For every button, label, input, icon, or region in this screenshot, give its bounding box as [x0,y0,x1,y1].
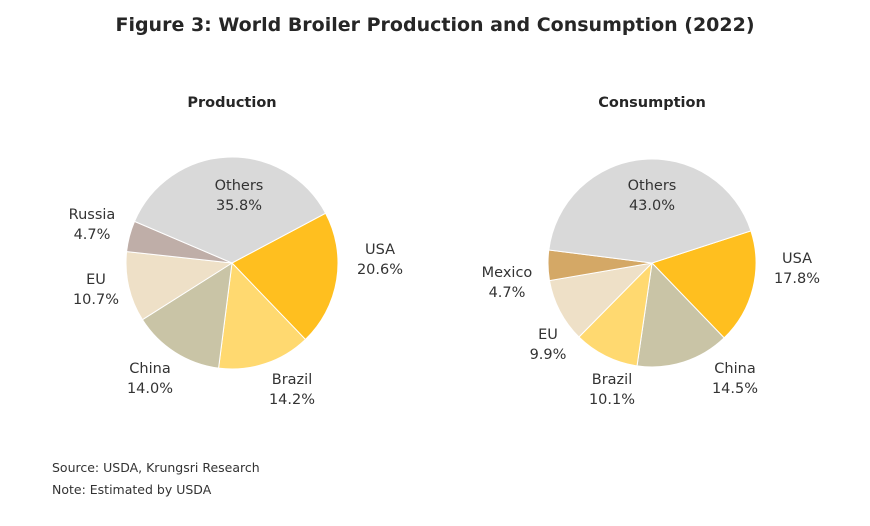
production-label-usa: USA 20.6% [357,242,403,278]
production-slice-eu [125,250,234,321]
consumption-label-others: Others 43.0% [628,178,677,214]
consumption-label-china: China 14.5% [712,361,758,397]
estimate-note: Note: Estimated by USDA [52,482,212,497]
consumption-label-brazil: Brazil 10.1% [589,372,635,408]
consumption-label-eu: EU 9.9% [530,327,567,363]
consumption-title: Consumption [598,95,706,111]
consumption-slice-china [636,261,725,368]
source-note: Source: USDA, Krungsri Research [52,460,260,475]
consumption-label-mexico: Mexico 4.7% [482,265,533,301]
production-label-brazil: Brazil 14.2% [269,372,315,408]
consumption-slice-others [548,158,752,264]
production-label-eu: EU 10.7% [73,272,119,308]
production-title: Production [187,95,276,111]
production-label-russia: Russia 4.7% [69,207,116,243]
consumption-slice-usa [651,230,757,339]
production-label-others: Others 35.8% [215,178,264,214]
figure-title: Figure 3: World Broiler Production and C… [115,14,755,36]
consumption-label-usa: USA 17.8% [774,251,820,287]
production-slice-china [141,262,233,369]
production-slice-others [133,156,327,264]
production-pie: Production USA 20.6% Brazil 14.2% China 14.0% E… [69,95,403,408]
production-slice-usa [231,212,339,341]
production-label-china: China 14.0% [127,361,173,397]
consumption-pie: Consumption USA 17.8% China 14.5% Brazil 10.1%… [482,95,820,408]
production-slice-brazil [218,261,307,370]
